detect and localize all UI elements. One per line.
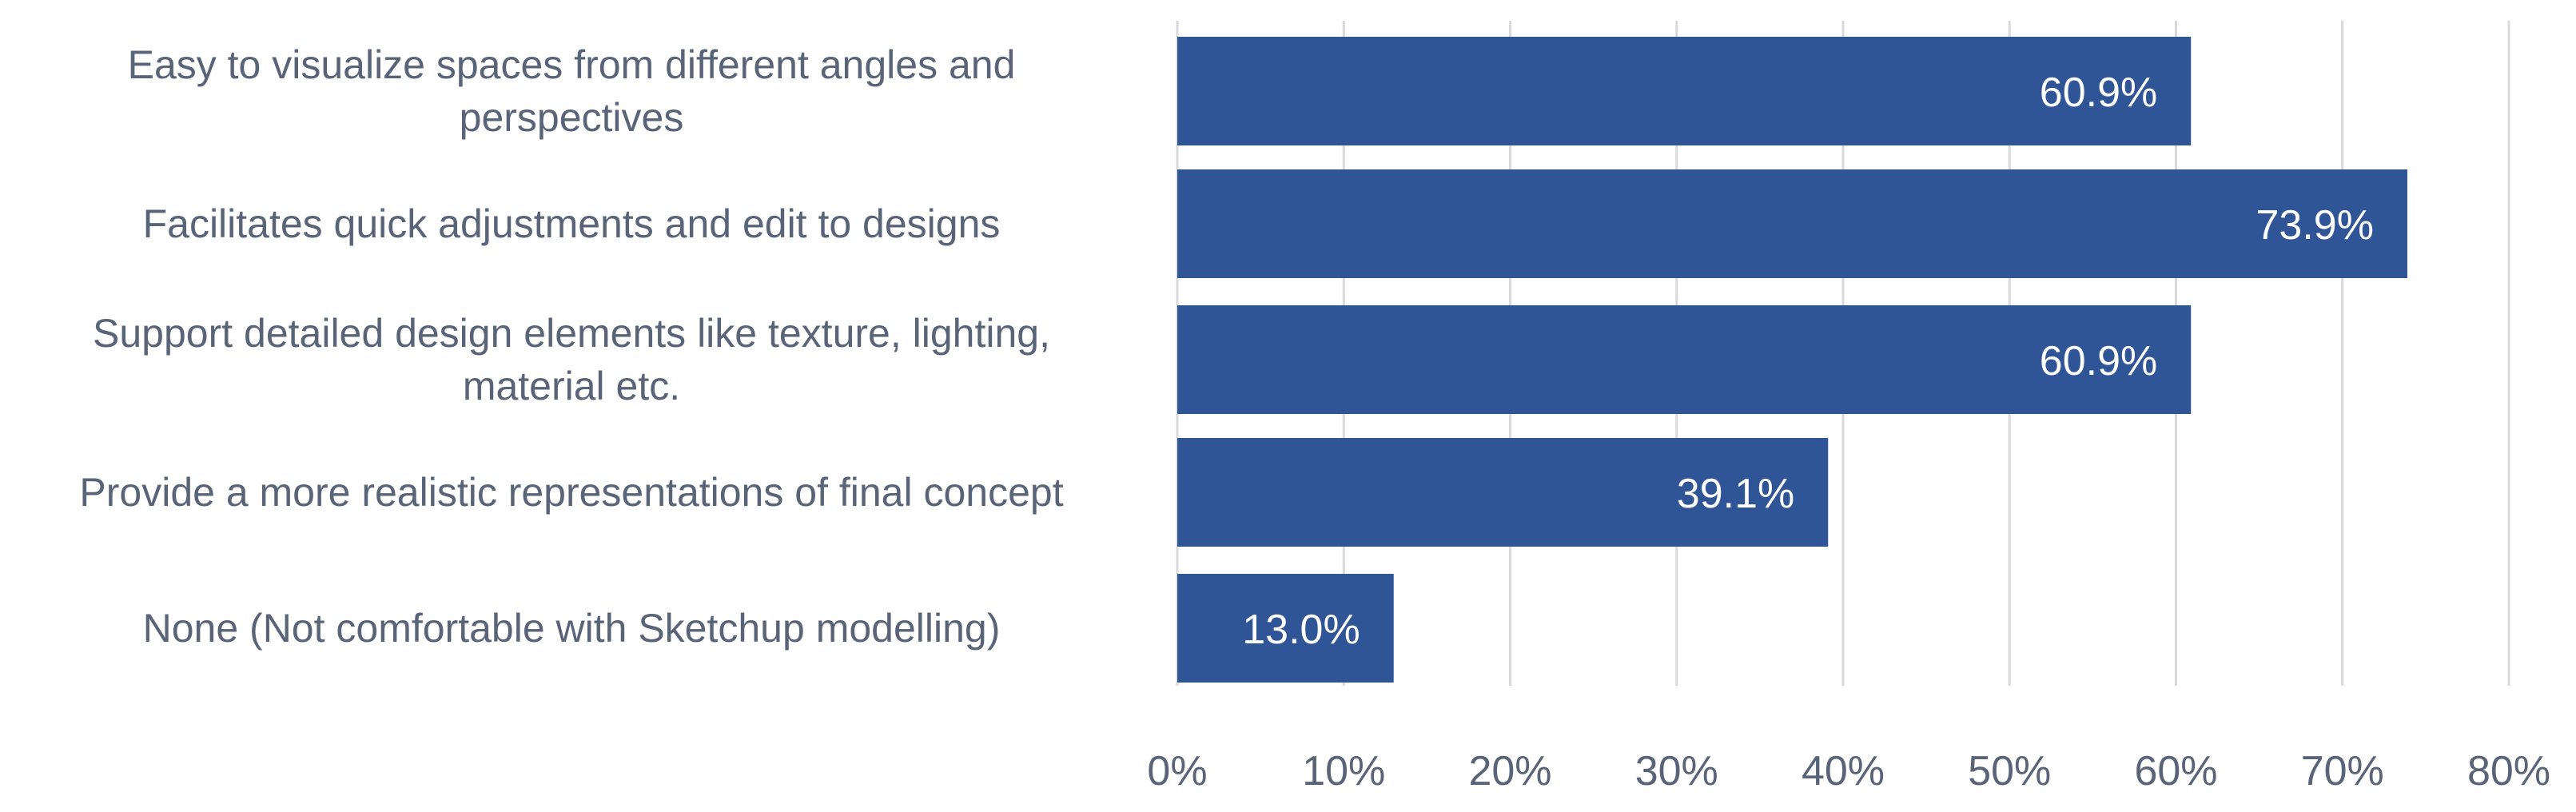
category-label-line: Facilitates quick adjustments and edit t… [142,201,1001,246]
data-label: 60.9% [2040,338,2157,384]
data-label: 73.9% [2256,202,2374,249]
x-tick-label: 10% [1302,748,1385,794]
category-label: Facilitates quick adjustments and edit t… [12,197,1131,250]
bar [1177,574,1394,683]
x-tick-label: 0% [1147,748,1207,794]
x-axis-tick-labels: 0% 10% 20% 30% 40% 50% 60% 70% 80% [1147,748,2550,794]
bar [1177,37,2192,145]
category-label-line: Easy to visualize spaces from different … [127,42,1016,87]
category-label: Easy to visualize spaces from different … [12,38,1131,144]
data-label: 39.1% [1677,471,1794,517]
category-label-line: material etc. [462,364,681,408]
category-label: None (Not comfortable with Sketchup mode… [12,602,1131,655]
x-tick-label: 50% [1968,748,2051,794]
category-label-line: perspectives [459,95,684,140]
data-label: 13.0% [1242,607,1360,653]
x-tick-label: 70% [2301,748,2384,794]
x-tick-label: 60% [2134,748,2217,794]
category-label-line: None (Not comfortable with Sketchup mode… [142,606,1001,651]
category-label-line: Provide a more realistic representations… [79,470,1064,515]
bar [1177,169,2407,278]
data-labels: 60.9% 73.9% 60.9% 39.1% 13.0% [1242,70,2374,653]
x-tick-label: 80% [2467,748,2550,794]
x-tick-label: 40% [1802,748,1885,794]
category-label-line: Support detailed design elements like te… [93,311,1050,356]
data-label: 60.9% [2040,70,2157,116]
bars [1177,37,2407,683]
category-label: Support detailed design elements like te… [12,307,1131,412]
x-tick-label: 30% [1635,748,1718,794]
bar [1177,438,1829,547]
bar [1177,305,2192,414]
category-label: Provide a more realistic representations… [12,466,1131,519]
x-tick-label: 20% [1468,748,1551,794]
